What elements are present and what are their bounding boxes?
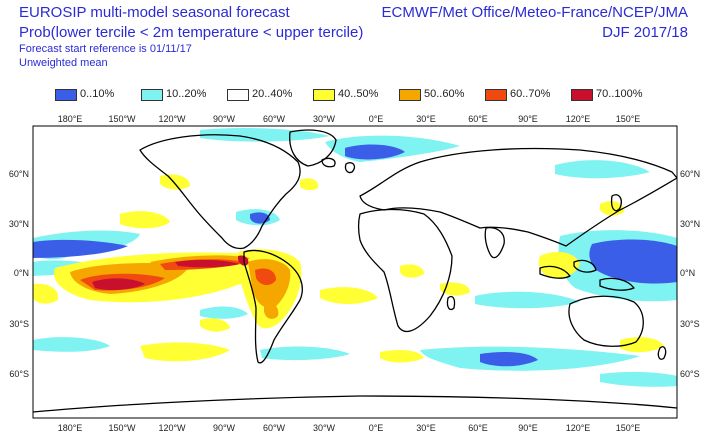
- lon-tick-label: 150°W: [108, 423, 136, 433]
- legend-swatch: [485, 89, 507, 101]
- lat-tick-label: 30°N: [680, 219, 700, 229]
- lat-tick-label: 60°N: [680, 169, 700, 179]
- lon-tick-label: 150°E: [616, 114, 641, 124]
- forecast-season: DJF 2017/18: [602, 24, 688, 41]
- lon-tick-label: 30°E: [416, 423, 436, 433]
- lon-tick-label: 0°E: [369, 423, 384, 433]
- legend-label: 70..100%: [596, 88, 643, 100]
- lon-tick-label: 120°E: [566, 114, 591, 124]
- legend-swatch: [55, 89, 77, 101]
- lat-tick-label: 30°S: [680, 319, 700, 329]
- forecast-start-reference: Forecast start reference is 01/11/17: [19, 43, 192, 55]
- legend-swatch: [141, 89, 163, 101]
- legend-swatch: [227, 89, 249, 101]
- legend-label: 0..10%: [80, 88, 115, 100]
- legend-label: 10..20%: [166, 88, 207, 100]
- map-subtitle: Prob(lower tercile < 2m temperature < up…: [19, 24, 364, 41]
- lon-tick-label: 120°W: [158, 114, 186, 124]
- lon-tick-label: 60°E: [468, 114, 488, 124]
- lon-tick-label: 0°E: [369, 114, 384, 124]
- legend-swatch: [571, 89, 593, 101]
- lat-tick-label: 30°S: [9, 319, 29, 329]
- lat-tick-label: 0°N: [14, 268, 29, 278]
- lat-tick-label: 30°N: [9, 219, 29, 229]
- lat-tick-label: 60°N: [9, 169, 29, 179]
- legend-label: 50..60%: [424, 88, 465, 100]
- lon-tick-label: 180°E: [58, 423, 83, 433]
- coastlines: [33, 129, 677, 413]
- lon-tick-label: 90°E: [518, 423, 538, 433]
- lon-tick-label: 60°W: [263, 423, 286, 433]
- lat-tick-label: 60°S: [680, 369, 700, 379]
- lon-tick-label: 150°W: [108, 114, 136, 124]
- map-frame: [32, 125, 678, 419]
- lat-tick-label: 0°N: [680, 268, 695, 278]
- lon-tick-label: 150°E: [616, 423, 641, 433]
- lon-tick-label: 90°W: [213, 114, 236, 124]
- legend-swatch: [313, 89, 335, 101]
- lat-tick-label: 60°S: [9, 369, 29, 379]
- lon-ticks-bottom: 180°E 150°W 120°W 90°W 60°W 30°W 0°E 30°E 60°E 90…: [58, 423, 641, 433]
- lat-ticks-left: 60°N 30°N 0°N 30°S 60°S: [9, 169, 29, 379]
- lat-ticks-right: 60°N 30°N 0°N 30°S 60°S: [680, 169, 700, 379]
- legend-label: 20..40%: [252, 88, 293, 100]
- lon-tick-label: 120°E: [566, 423, 591, 433]
- lon-ticks-top: 180°E 150°W 120°W 90°W 60°W 30°W 0°E 30°E 60°E 90…: [58, 114, 641, 124]
- weighting-note: Unweighted mean: [19, 57, 108, 69]
- legend-label: 60..70%: [510, 88, 551, 100]
- lon-tick-label: 60°E: [468, 423, 488, 433]
- map-title: EUROSIP multi-model seasonal forecast: [19, 4, 290, 21]
- lon-tick-label: 30°W: [313, 114, 336, 124]
- lon-tick-label: 180°E: [58, 114, 83, 124]
- lon-tick-label: 90°E: [518, 114, 538, 124]
- lon-tick-label: 120°W: [158, 423, 186, 433]
- lon-tick-label: 60°W: [263, 114, 286, 124]
- model-centres: ECMWF/Met Office/Meteo-France/NCEP/JMA: [381, 4, 688, 21]
- legend-label: 40..50%: [338, 88, 379, 100]
- lon-tick-label: 30°E: [416, 114, 436, 124]
- lon-tick-label: 30°W: [313, 423, 336, 433]
- legend-swatch: [399, 89, 421, 101]
- lon-tick-label: 90°W: [213, 423, 236, 433]
